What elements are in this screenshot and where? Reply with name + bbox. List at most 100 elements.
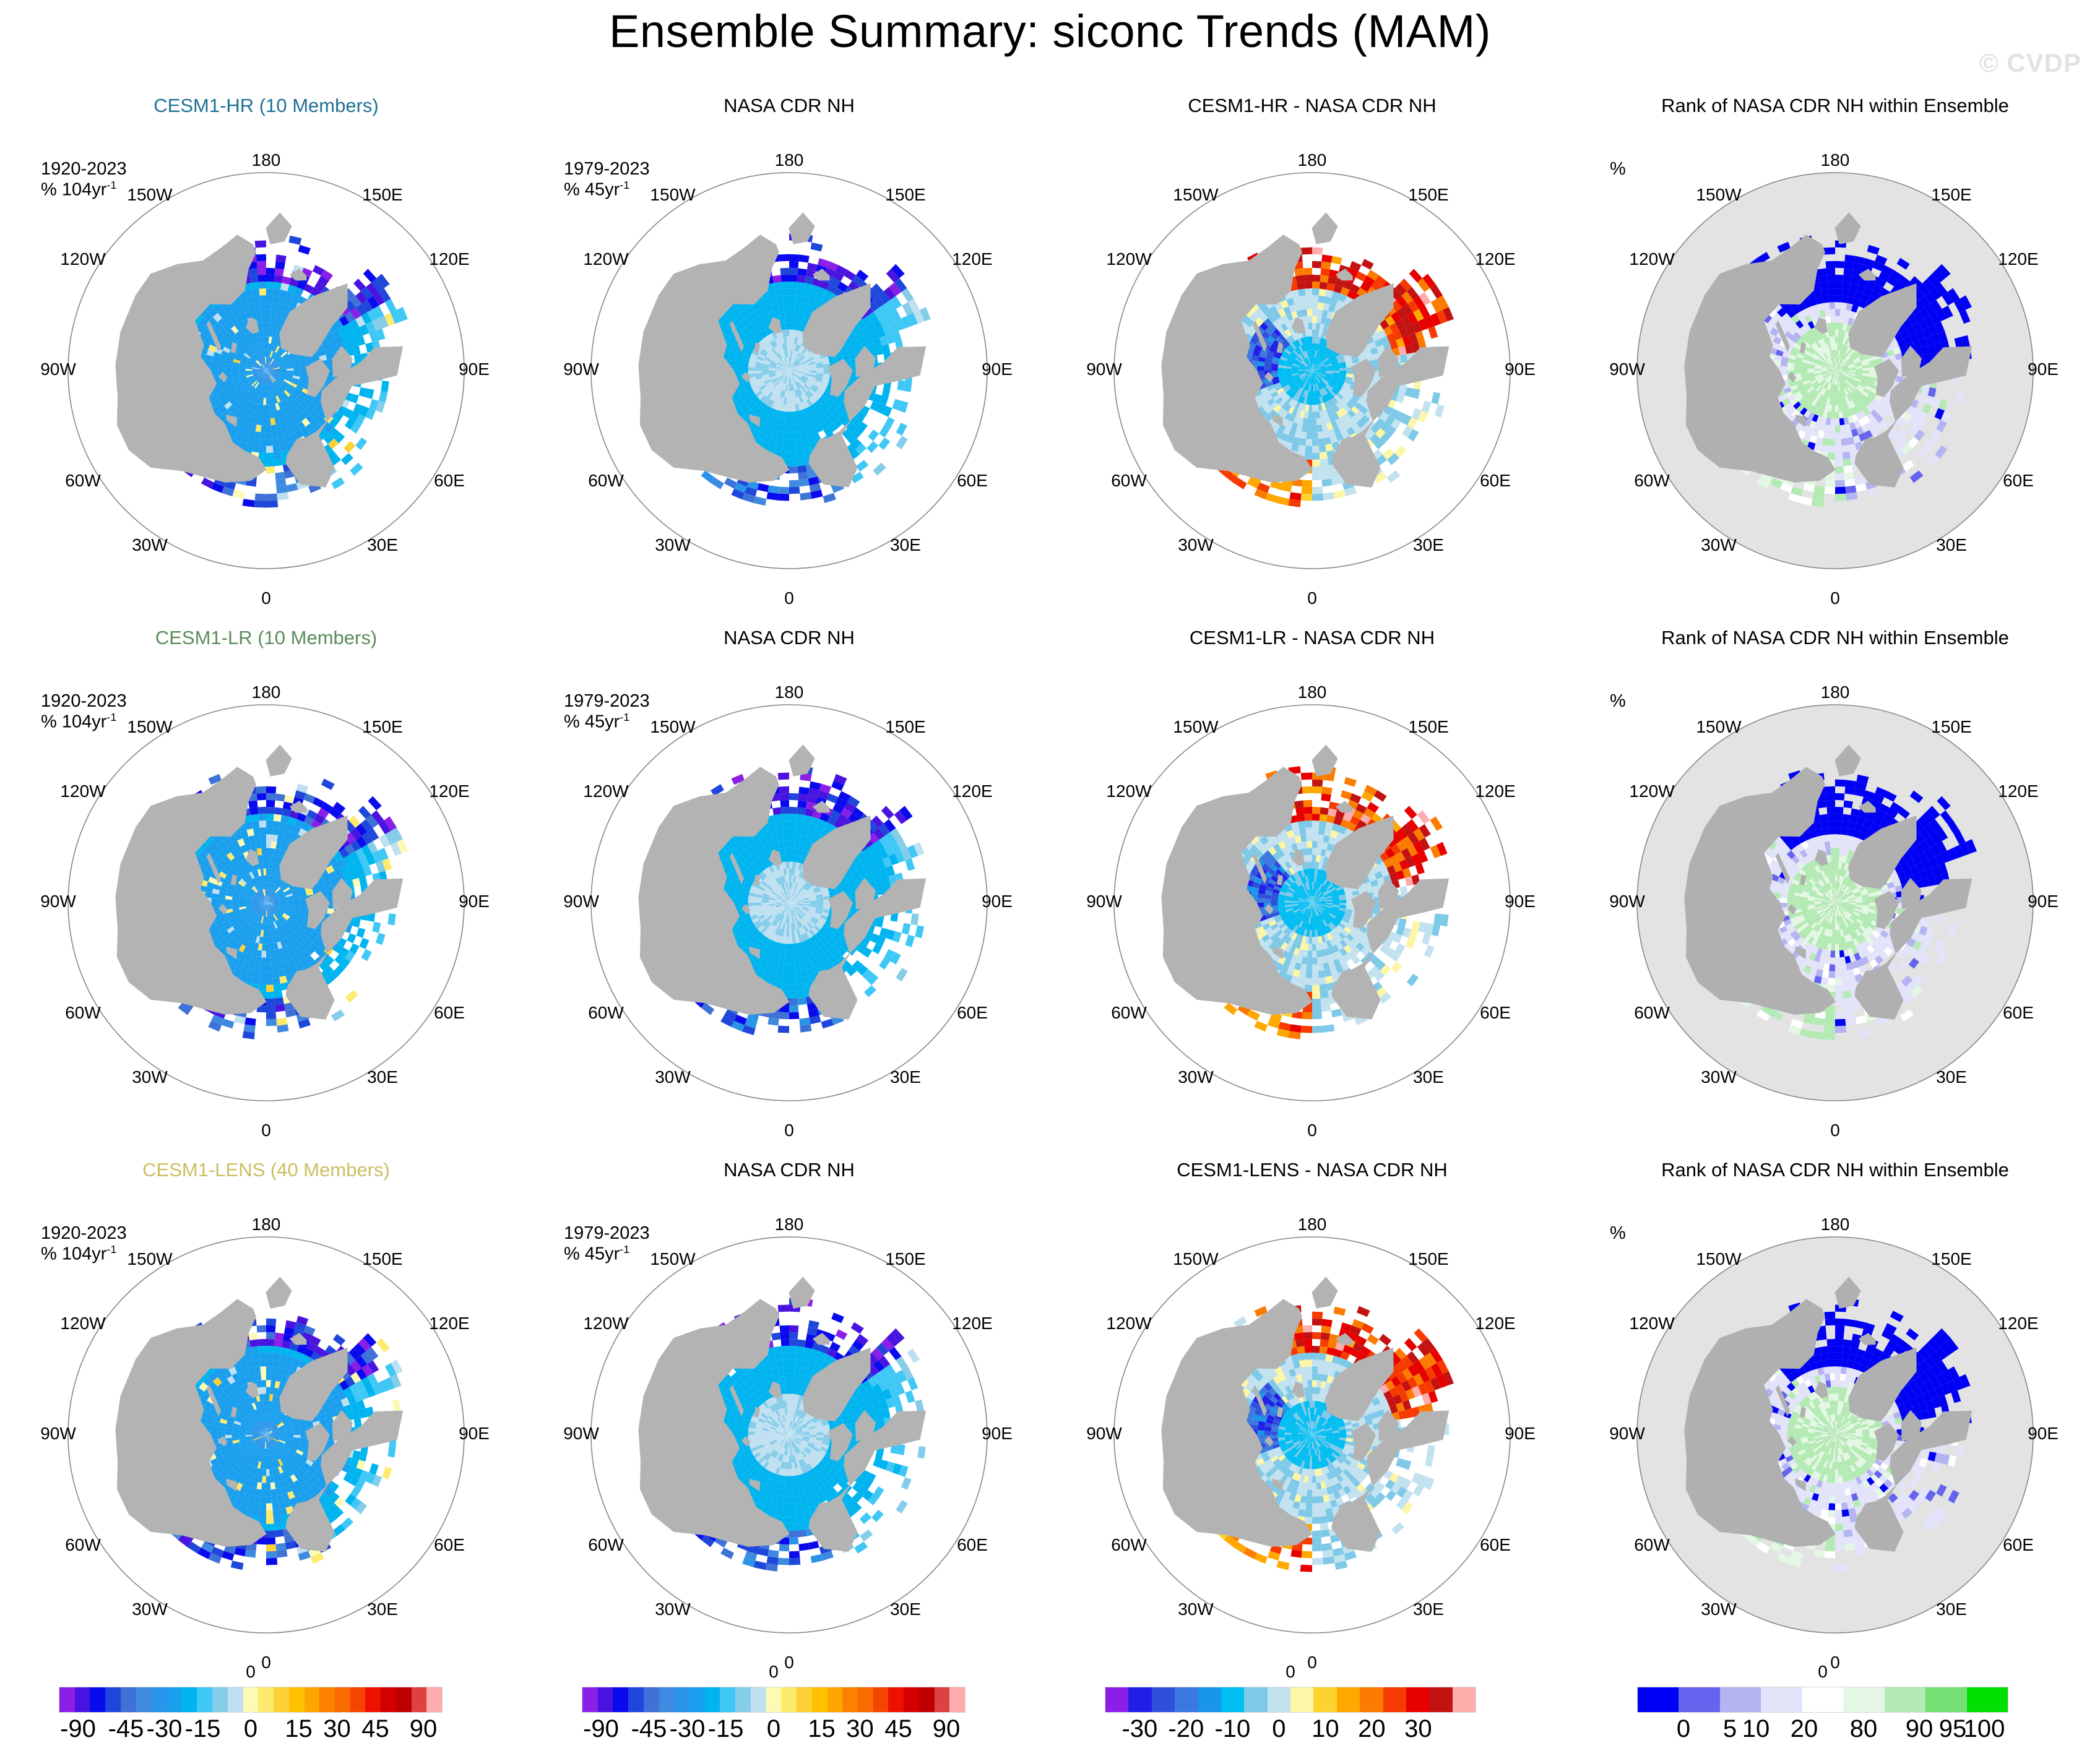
colorbar-swatch (1336, 1687, 1360, 1712)
colorbar-swatch (59, 1687, 75, 1712)
map-panel-diff-row3: CESM1-LENS - NASA CDR NH 180 0 150W 150E 120W… (1065, 1159, 1560, 1692)
lon-label-30W: 30W (132, 1599, 168, 1619)
colorbar-tick: 0 (243, 1715, 258, 1742)
colorbar-swatch (1802, 1687, 1844, 1712)
note-units: % 104yr-1 (41, 1243, 117, 1265)
colorbar-ticks: -30 -20 -10 0 10 20 30 (1105, 1715, 1476, 1742)
colorbar-swatch (735, 1687, 751, 1712)
polar-map-rank-row3 (1625, 1225, 2046, 1645)
map-panel-obs-row1: NASA CDR NH 1979-2023% 45yr-1 180 0 150W 150E… (542, 95, 1037, 628)
colorbar-swatch (350, 1687, 366, 1712)
lon-label-120E: 120E (429, 249, 470, 269)
lon-label-180: 180 (1820, 1215, 1850, 1234)
colorbar-swatch (934, 1687, 950, 1712)
lon-label-150W: 150W (1696, 185, 1742, 204)
lon-label-120W: 120W (60, 1314, 106, 1333)
lon-label-150W: 150W (1173, 185, 1219, 204)
colorbar-tick: -10 (1214, 1715, 1251, 1742)
colorbar-tick: 30 (846, 1715, 874, 1742)
colorbar-swatch (1429, 1687, 1453, 1712)
polar-map-obs-row2 (579, 692, 1000, 1113)
lon-label-60W: 60W (588, 471, 624, 490)
lon-label-120E: 120E (429, 781, 470, 801)
colorbar-tick: 10 (1311, 1715, 1339, 1742)
map-panel-rank-row1: Rank of NASA CDR NH within Ensemble% 180 0… (1588, 95, 2083, 628)
polar-map-model-row3 (56, 1225, 477, 1645)
lon-label-60W: 60W (1111, 1003, 1147, 1022)
lon-label-120W: 120W (60, 249, 106, 269)
lon-label-60E: 60E (434, 1003, 465, 1022)
colorbar-tick: -90 (60, 1715, 96, 1742)
lon-label-30E: 30E (367, 1067, 398, 1087)
colorbar-swatch (1452, 1687, 1476, 1712)
lon-label-90E: 90E (459, 360, 490, 379)
lon-label-150E: 150E (1408, 1249, 1449, 1268)
panel-title-model-row3: CESM1-LENS (40 Members) (142, 1159, 390, 1181)
panel-title-rank-row1: Rank of NASA CDR NH within Ensemble (1661, 95, 2009, 116)
colorbar-swatch (674, 1687, 690, 1712)
colorbar-swatch (258, 1687, 274, 1712)
colorbar-swatch (136, 1687, 152, 1712)
lon-label-180: 180 (774, 150, 804, 170)
lon-label-30W: 30W (1178, 1599, 1214, 1619)
colorbar-tick: 5 (1722, 1715, 1737, 1742)
colorbar-tick: 20 (1790, 1715, 1818, 1742)
lon-label-120E: 120E (1998, 249, 2039, 269)
lon-label-30E: 30E (1413, 535, 1444, 554)
colorbar-tick: 90 (932, 1715, 961, 1742)
colorbar-zero-marker: 0 (769, 1662, 779, 1681)
lon-label-60W: 60W (65, 1535, 101, 1554)
lon-label-180: 180 (1820, 682, 1850, 702)
lon-label-120W: 120W (583, 249, 629, 269)
lon-label-180: 180 (251, 150, 281, 170)
lon-label-60W: 60W (65, 1003, 101, 1022)
lon-label-30W: 30W (132, 1067, 168, 1087)
lon-label-90E: 90E (2028, 1424, 2059, 1443)
lon-label-60W: 60W (1634, 1003, 1670, 1022)
lon-label-0: 0 (1307, 588, 1317, 608)
trend-colorbar-model: 0 -90 -45 -30 -15 0 15 30 45 90 (59, 1662, 443, 1742)
colorbar-swatch (1175, 1687, 1198, 1712)
colorbar-swatch (334, 1687, 350, 1712)
colorbar-tick: 0 (1676, 1715, 1691, 1742)
lon-label-180: 180 (774, 682, 804, 702)
note-period: 1979-2023 (564, 691, 650, 711)
lon-label-30E: 30E (890, 1599, 921, 1619)
colorbar-swatch (1360, 1687, 1383, 1712)
colorbar-strip (1637, 1687, 2008, 1713)
lon-label-120W: 120W (583, 1314, 629, 1333)
colorbar-swatch (1105, 1687, 1129, 1712)
lon-label-150E: 150E (1931, 185, 1972, 204)
lon-label-0: 0 (261, 1121, 271, 1140)
colorbar-tick: -90 (583, 1715, 619, 1742)
lon-label-60E: 60E (2003, 1535, 2034, 1554)
colorbar-tick: -45 (631, 1715, 667, 1742)
colorbar-ticks: 0 5 10 20 80 90 95 100 (1637, 1715, 2008, 1742)
map-panel-diff-row1: CESM1-HR - NASA CDR NH 180 0 150W 150E 120W 12… (1065, 95, 1560, 628)
panel-note-period-obs: 1979-2023% 45yr-1 (564, 691, 650, 733)
colorbar-swatch (643, 1687, 659, 1712)
note-period: 1979-2023 (564, 159, 650, 179)
lon-label-120E: 120E (952, 1314, 993, 1333)
colorbar-swatch (411, 1687, 427, 1712)
panel-title-diff-row1: CESM1-HR - NASA CDR NH (1188, 95, 1437, 116)
colorbar-swatch (873, 1687, 889, 1712)
panel-note-period-obs: 1979-2023% 45yr-1 (564, 159, 650, 200)
colorbar-tick: -30 (1121, 1715, 1158, 1742)
lon-label-120W: 120W (1106, 1314, 1152, 1333)
lon-label-60W: 60W (588, 1003, 624, 1022)
lon-label-120E: 120E (952, 781, 993, 801)
lon-label-150E: 150E (885, 185, 926, 204)
colorbar-tick: 45 (884, 1715, 912, 1742)
colorbar-swatch (1267, 1687, 1290, 1712)
note-period: 1979-2023 (564, 1223, 650, 1243)
lon-label-120E: 120E (1475, 1314, 1516, 1333)
polar-map-rank-row1 (1625, 160, 2046, 581)
colorbar-swatch (766, 1687, 782, 1712)
lon-label-30E: 30E (1413, 1067, 1444, 1087)
lon-label-30E: 30E (890, 1067, 921, 1087)
colorbar-swatch (74, 1687, 90, 1712)
polar-map-diff-row1 (1102, 160, 1523, 581)
lon-label-120W: 120W (1629, 781, 1675, 801)
lon-label-150E: 150E (362, 185, 403, 204)
